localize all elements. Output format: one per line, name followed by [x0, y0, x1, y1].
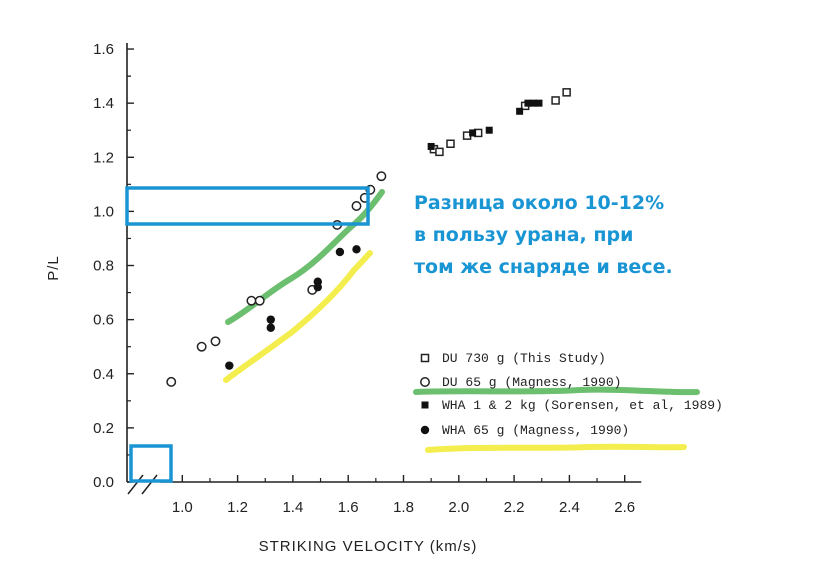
data-point-series-1 — [166, 376, 177, 387]
legend-entry-label: DU 730 g (This Study) — [442, 351, 606, 366]
y-tick-label: 0.8 — [93, 258, 114, 275]
data-point-series-2 — [535, 99, 543, 107]
highlight-box-origin — [129, 444, 173, 483]
y-axis-title: P/L — [45, 255, 62, 281]
data-point-series-2 — [469, 129, 477, 137]
yellow-legend-underline — [425, 443, 687, 453]
data-point-series-2 — [524, 99, 532, 107]
annotation-line: том же снаряде и весе. — [414, 256, 673, 278]
data-point-series-0 — [446, 139, 455, 148]
data-point-series-0 — [562, 88, 571, 97]
legend-marker — [420, 377, 430, 387]
data-point-series-1 — [210, 336, 221, 347]
y-tick-label: 0.2 — [93, 420, 114, 437]
highlight-boxes — [125, 186, 370, 483]
legend-entry-label: WHA 65 g (Magness, 1990) — [442, 423, 629, 438]
data-point-series-2 — [529, 99, 537, 107]
legend: DU 730 g (This Study) DU 65 g (Magness, 1… — [420, 351, 723, 438]
x-tick-label: 2.2 — [504, 499, 525, 516]
data-point-series-2 — [516, 107, 524, 115]
highlight-box-1.0 — [125, 186, 370, 226]
x-tick-label: 1.8 — [393, 499, 414, 516]
data-point-series-3 — [266, 323, 275, 332]
x-tick-label: 1.6 — [338, 499, 359, 516]
y-tick-label: 0.4 — [93, 366, 114, 383]
data-point-series-1 — [351, 201, 362, 211]
data-point-series-3 — [352, 245, 361, 254]
x-tick-label: 2.4 — [559, 499, 580, 516]
annotation-line: Разница около 10-12% — [414, 192, 664, 214]
legend-marker — [420, 425, 430, 435]
x-tick-label: 1.4 — [282, 499, 303, 516]
legend-marker — [421, 401, 429, 409]
y-tick-label: 1.0 — [93, 203, 114, 220]
data-point-series-3 — [266, 315, 275, 324]
y-tick-label: 1.4 — [93, 95, 114, 112]
data-point-series-0 — [435, 147, 444, 157]
y-tick-label: 1.6 — [93, 41, 114, 58]
data-point-series-1 — [254, 295, 265, 306]
legend-entry-label: WHA 1 & 2 kg (Sorensen, et al, 1989) — [442, 398, 723, 413]
y-tick-label: 1.2 — [93, 149, 114, 166]
x-tick-label: 2.0 — [448, 499, 469, 516]
data-point-series-3 — [335, 247, 345, 257]
data-point-series-2 — [485, 126, 493, 134]
annotation-line: в пользу урана, при — [414, 224, 633, 246]
axis-break-mark — [127, 474, 144, 495]
data-point-series-1 — [376, 171, 387, 182]
y-tick-label: 0.6 — [93, 312, 114, 329]
data-point-series-1 — [196, 341, 207, 352]
x-tick-label: 2.6 — [614, 499, 635, 516]
data-point-series-2 — [427, 142, 435, 150]
data-point-series-1 — [246, 295, 257, 306]
y-tick-label: 0.0 — [93, 474, 114, 491]
x-tick-label: 1.2 — [227, 499, 248, 516]
x-tick-label: 1.0 — [172, 499, 193, 516]
x-axis-title: STRIKING VELOCITY (km/s) — [259, 538, 478, 555]
yellow-curve-wha — [223, 250, 373, 383]
data-point-series-3 — [225, 361, 234, 370]
axis-break-mark — [141, 474, 158, 495]
green-legend-underline — [413, 386, 700, 396]
data-point-series-3 — [313, 277, 322, 286]
annotation-text: Разница около 10-12% в пользу урана, при т… — [414, 192, 673, 278]
legend-marker — [420, 353, 430, 363]
data-point-series-0 — [551, 96, 560, 105]
axes: 0.0 0.2 0.4 0.6 0.8 1.0 1.2 1.4 1.6 1.0 1.2 1.4 1.6 1… — [45, 41, 642, 555]
legend-entry-label: DU 65 g (Magness, 1990) — [442, 375, 621, 390]
